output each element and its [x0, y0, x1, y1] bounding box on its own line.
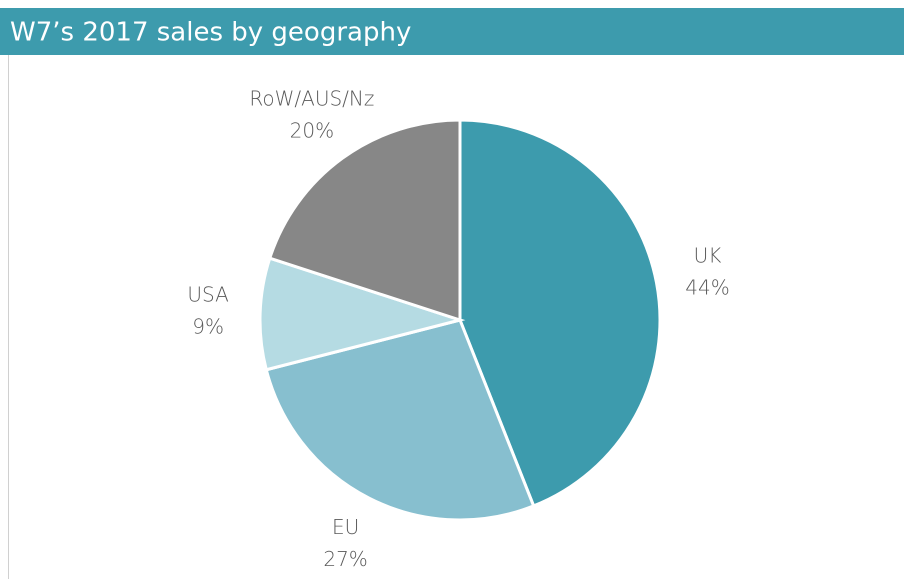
pie-slice	[458, 118, 662, 508]
pie-slice	[267, 118, 462, 323]
title-bar	[0, 8, 904, 55]
slice-label: USA	[187, 283, 229, 307]
pie-slice	[264, 318, 536, 522]
slice-label: RoW/AUS/Nz	[249, 87, 374, 111]
slice-value-label: 27%	[323, 547, 367, 571]
slice-value-label: 20%	[290, 119, 334, 143]
pie-slice	[258, 256, 466, 372]
slice-value-label: 9%	[192, 315, 224, 339]
slice-value-label: 44%	[685, 275, 729, 299]
slice-label: UK	[694, 243, 722, 267]
slice-label: EU	[332, 515, 359, 539]
chart-title: W7’s 2017 sales by geography	[10, 18, 411, 48]
